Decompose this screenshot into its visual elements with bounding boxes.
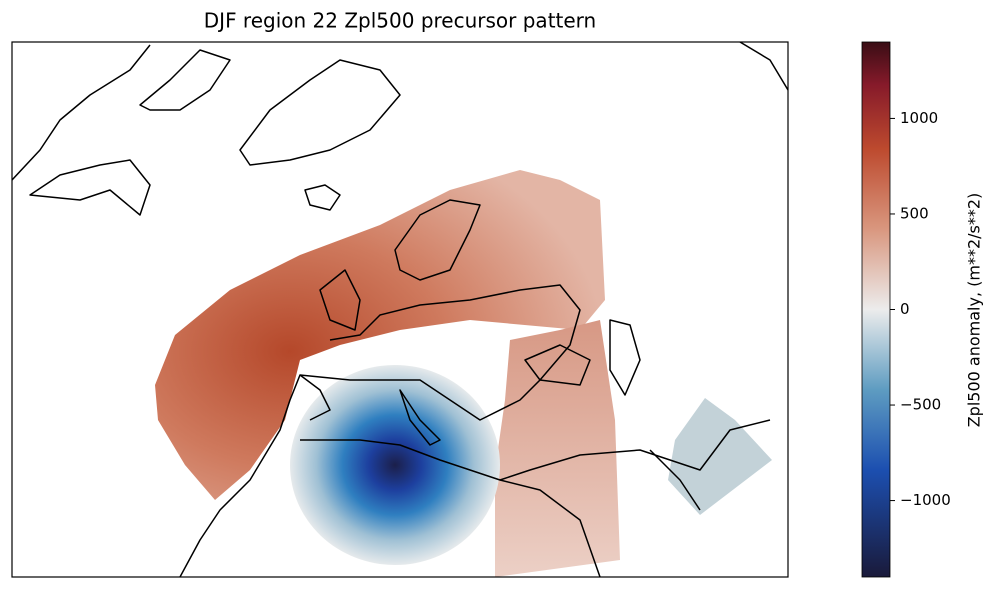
positive-anomaly — [495, 320, 620, 577]
colorbar-tick-label: −1000 — [900, 491, 951, 509]
map-frame — [11, 41, 789, 578]
negative-anomaly — [668, 398, 772, 515]
coastlines — [12, 42, 788, 577]
colorbar — [861, 41, 891, 578]
negative-anomaly — [290, 365, 500, 565]
colorbar-tick-label: 0 — [900, 300, 910, 318]
positive-anomaly — [155, 170, 605, 500]
map-title: DJF region 22 Zpl500 precursor pattern — [204, 9, 596, 33]
colorbar-tick-label: −500 — [900, 396, 941, 414]
colorbar-label: Zpl500 anomaly, (m**2/s**2) — [965, 193, 984, 428]
map — [12, 42, 788, 577]
colorbar-tick-label: 1000 — [900, 109, 938, 127]
colorbar-tick-label: 500 — [900, 204, 929, 222]
